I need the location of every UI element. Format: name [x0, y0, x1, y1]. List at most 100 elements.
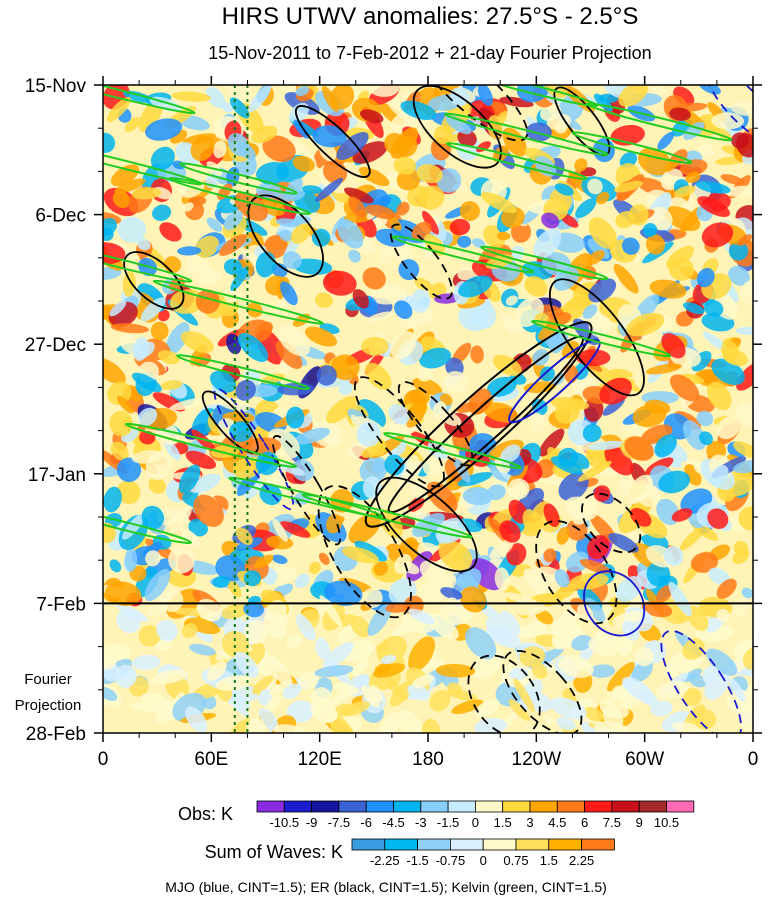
anomaly-cell [223, 210, 243, 230]
anomaly-cell [577, 460, 612, 482]
anomaly-cell [457, 129, 477, 147]
waves-cbar-swatch [351, 838, 386, 851]
anomaly-cell [476, 141, 491, 153]
anomaly-cell [698, 143, 714, 159]
er-contour [353, 376, 445, 488]
anomaly-cell [596, 191, 610, 205]
anomaly-cell [716, 416, 741, 440]
anomaly-cell [668, 582, 692, 617]
anomaly-cell [331, 354, 360, 381]
anomaly-cell [164, 506, 192, 535]
anomaly-cell [285, 406, 305, 429]
anomaly-cell [499, 520, 521, 543]
anomaly-cell [358, 166, 390, 187]
kelvin-contour [531, 319, 672, 358]
anomaly-cell [554, 399, 581, 424]
anomaly-cell [641, 601, 673, 618]
anomaly-cell [109, 410, 133, 437]
anomaly-cell [138, 625, 161, 647]
x-tick-label: 120W [512, 749, 562, 770]
anomaly-cell [336, 132, 369, 160]
er-contour [412, 85, 502, 169]
x-tick-label: 180 [412, 749, 444, 770]
waves-colorbar-label: Sum of Waves: K [205, 842, 343, 862]
obs-cbar-swatch [365, 800, 394, 813]
anomaly-cell [683, 687, 702, 707]
anomaly-cell [539, 366, 555, 382]
anomaly-cell [145, 118, 183, 141]
kelvin-contour [443, 112, 609, 156]
anomaly-cell [565, 551, 590, 573]
anomaly-cell [311, 228, 331, 247]
kelvin-contour [472, 85, 599, 107]
anomaly-cell [169, 526, 201, 548]
anomaly-cell [556, 716, 576, 731]
obs-cbar-level-label: -1.5 [437, 815, 459, 830]
anomaly-cell [235, 527, 253, 545]
anomaly-cell [271, 263, 288, 278]
anomaly-cell [205, 86, 226, 109]
anomaly-cell [629, 507, 652, 527]
anomaly-cell [655, 585, 674, 603]
anomaly-cell [458, 275, 493, 298]
anomaly-cell [103, 357, 126, 385]
anomaly-cell [372, 663, 406, 678]
anomaly-cell [315, 177, 344, 202]
mjo-contour [706, 85, 753, 145]
anomaly-cell [631, 660, 653, 682]
anomaly-cell [445, 115, 472, 135]
anomaly-cell [103, 486, 122, 513]
obs-cbar-level-label: 1.5 [494, 815, 512, 830]
anomaly-cell [388, 404, 410, 425]
kelvin-contour [445, 142, 588, 180]
anomaly-cell [112, 191, 131, 208]
anomaly-cell [131, 654, 161, 671]
anomaly-cell [566, 519, 588, 541]
anomaly-cell [728, 241, 749, 261]
anomaly-cell [669, 374, 700, 402]
anomaly-cell [407, 684, 430, 701]
anomaly-cell [622, 676, 654, 703]
anomaly-cell [272, 518, 288, 542]
obs-cbar-level-label: -7.5 [328, 815, 350, 830]
anomaly-cell [282, 251, 302, 270]
anomaly-cell [624, 436, 654, 461]
chart-title: HIRS UTWV anomalies: 27.5°S - 2.5°S [222, 3, 639, 30]
anomaly-cell [165, 322, 190, 356]
obs-cbar-level-label: -9 [306, 815, 318, 830]
anomaly-cell [157, 350, 180, 365]
er-contour [294, 105, 371, 178]
obs-cbar-swatch [447, 800, 476, 813]
anomaly-cell [710, 464, 729, 487]
anomaly-cell [525, 122, 552, 142]
anomaly-cell [237, 333, 269, 362]
anomaly-cell [734, 401, 753, 427]
anomaly-cell [286, 634, 303, 648]
y-tick-label: 17-Jan [28, 465, 86, 486]
waves-colorbar: -2.25 -1.5 -0.75 0 0.75 1.5 2.25 [351, 838, 615, 868]
anomaly-cell [664, 159, 678, 172]
anomaly-cell [361, 685, 380, 708]
anomaly-cell [114, 178, 146, 194]
anomaly-cell [396, 460, 424, 490]
anomaly-cell [196, 598, 222, 622]
anomaly-cell [319, 552, 330, 565]
anomaly-cell [221, 631, 250, 658]
x-tick-label: 60W [625, 749, 664, 770]
anomaly-cell [251, 125, 278, 144]
obs-cbar-level-label: 7.5 [603, 815, 621, 830]
anomaly-cell [276, 218, 301, 228]
waves-cbar-swatch [384, 838, 418, 851]
anomaly-cell [534, 312, 549, 328]
anomaly-cell [696, 410, 714, 427]
er-contour [389, 223, 453, 300]
anomaly-cell [736, 361, 753, 391]
y-tick-label: 7-Feb [36, 594, 86, 615]
anomaly-cell [587, 178, 603, 195]
anomaly-cell [229, 718, 251, 733]
anomaly-cell [159, 588, 184, 612]
anomaly-cell [354, 540, 387, 562]
anomaly-cell [424, 233, 445, 256]
anomaly-cell [291, 459, 315, 482]
anomaly-cell [457, 235, 472, 248]
